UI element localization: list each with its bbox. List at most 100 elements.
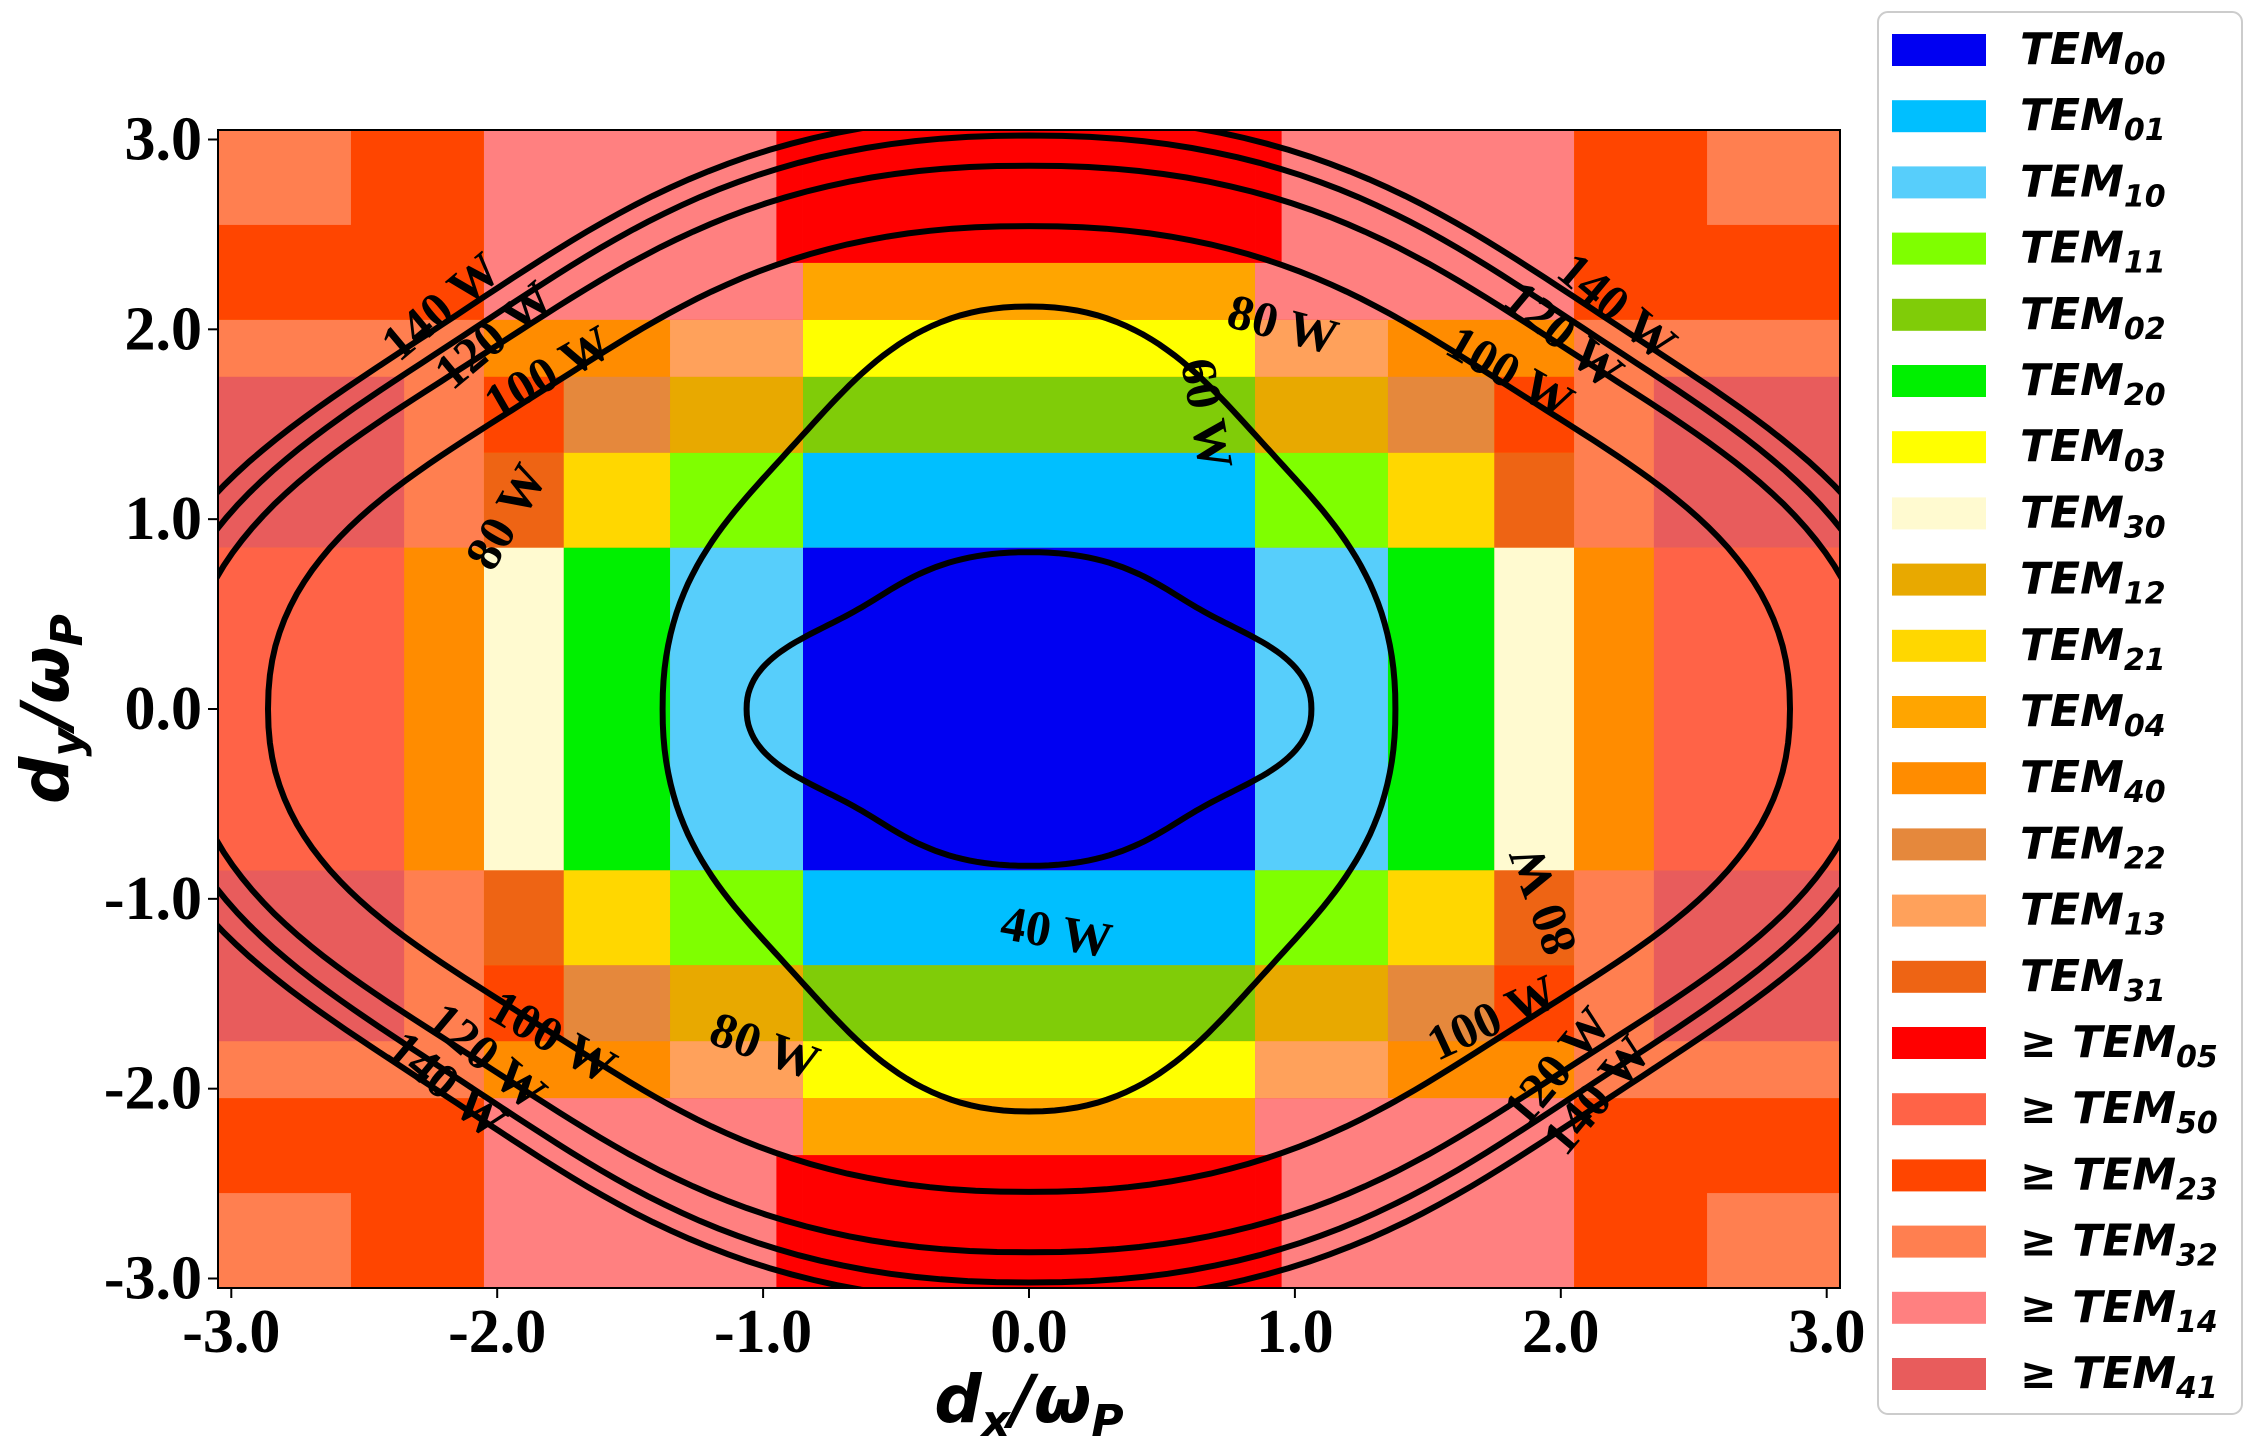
legend-label-50: ≥ TEM50 bbox=[2020, 1083, 2218, 1141]
x-tick-label: 1.0 bbox=[1256, 1298, 1334, 1366]
legend-swatch-10 bbox=[1892, 166, 1986, 199]
legend-label-22: TEM22 bbox=[2020, 818, 2166, 876]
region-03 bbox=[802, 319, 1256, 377]
legend-swatch-30 bbox=[1892, 497, 1986, 530]
region-31 bbox=[483, 452, 564, 548]
legend-label-10: TEM10 bbox=[2020, 156, 2166, 214]
region-22 bbox=[563, 376, 671, 453]
contour-40 bbox=[743, 549, 1315, 869]
x-tick-label: -3.0 bbox=[182, 1298, 280, 1366]
region-04 bbox=[802, 1098, 1256, 1156]
legend-label-21: TEM21 bbox=[2020, 620, 2166, 678]
region-31 bbox=[1494, 452, 1575, 548]
x-tick-label: -2.0 bbox=[448, 1298, 546, 1366]
region-40 bbox=[1574, 547, 1654, 871]
legend-swatch-23 bbox=[1892, 1159, 1986, 1192]
legend-label-20: TEM20 bbox=[2020, 355, 2166, 413]
legend-swatch-31 bbox=[1892, 960, 1986, 993]
legend-label-00: TEM00 bbox=[2020, 24, 2166, 82]
legend-swatch-00 bbox=[1892, 34, 1986, 66]
region-13 bbox=[670, 1041, 803, 1099]
contour-140 bbox=[218, 130, 1840, 1288]
contour-80 bbox=[264, 223, 1794, 1195]
region-23 bbox=[1494, 376, 1575, 453]
legend-label-31: TEM31 bbox=[2020, 951, 2166, 1009]
region-12 bbox=[670, 965, 803, 1042]
region-31 bbox=[1494, 870, 1575, 966]
region-11 bbox=[1255, 452, 1388, 548]
region-21 bbox=[563, 452, 671, 548]
legend-label-23: ≥ TEM23 bbox=[2020, 1149, 2218, 1207]
region-11 bbox=[670, 870, 803, 966]
region-12 bbox=[1255, 376, 1388, 453]
region-11 bbox=[670, 452, 803, 548]
region-50 bbox=[1653, 547, 1840, 871]
region-23 bbox=[483, 376, 564, 453]
y-tick-label: 2.0 bbox=[125, 295, 203, 363]
legend-label-14: ≥ TEM14 bbox=[2020, 1282, 2218, 1340]
x-tick-label: 2.0 bbox=[1522, 1298, 1600, 1366]
region-00 bbox=[802, 547, 1256, 871]
legend-swatch-12 bbox=[1892, 563, 1986, 596]
x-axis-ticks: -3.0 -2.0 -1.0 0.0 1.0 2.0 3.0 bbox=[182, 1288, 1865, 1366]
legend-label-11: TEM11 bbox=[2020, 223, 2166, 281]
legend-label-03: TEM03 bbox=[2020, 421, 2166, 479]
region-02 bbox=[802, 965, 1256, 1042]
contour-60 bbox=[659, 303, 1399, 1115]
region-22 bbox=[563, 965, 671, 1042]
region-23 bbox=[1494, 965, 1575, 1042]
y-tick-label: -3.0 bbox=[104, 1245, 202, 1313]
region-12 bbox=[670, 376, 803, 453]
legend-swatch-40 bbox=[1892, 762, 1986, 795]
region-22 bbox=[1387, 965, 1495, 1042]
x-tick-label: -1.0 bbox=[714, 1298, 812, 1366]
region-20 bbox=[1387, 547, 1495, 871]
y-tick-label: -2.0 bbox=[104, 1055, 202, 1123]
legend-swatch-41 bbox=[1892, 1358, 1986, 1390]
y-tick-label: -1.0 bbox=[104, 865, 202, 933]
legend-swatch-11 bbox=[1892, 232, 1986, 265]
region-31 bbox=[483, 870, 564, 966]
region-32 bbox=[1707, 130, 1840, 225]
power-contours bbox=[218, 130, 1840, 1288]
region-20 bbox=[563, 547, 671, 871]
region-32 bbox=[218, 130, 351, 225]
region-32 bbox=[1707, 1193, 1840, 1288]
legend-swatch-02 bbox=[1892, 298, 1986, 331]
region-13 bbox=[1255, 319, 1388, 377]
contour-120 bbox=[218, 132, 1840, 1286]
legend-items: TEM00 TEM01 TEM10 TEM11 TEM02 TEM20 TEM03 TEM30… bbox=[1892, 24, 2218, 1406]
region-40 bbox=[404, 547, 484, 871]
region-13 bbox=[1255, 1041, 1388, 1099]
x-axis-label: dx/ωP bbox=[934, 1361, 1123, 1446]
region-12 bbox=[1255, 965, 1388, 1042]
legend-label-02: TEM02 bbox=[2020, 289, 2166, 347]
region-23 bbox=[483, 965, 564, 1042]
region-30 bbox=[483, 547, 564, 871]
legend-swatch-14 bbox=[1892, 1291, 1986, 1324]
legend-label-05: ≥ TEM05 bbox=[2020, 1017, 2218, 1075]
legend-swatch-13 bbox=[1892, 894, 1986, 927]
y-tick-label: 0.0 bbox=[125, 675, 203, 743]
region-21 bbox=[1387, 870, 1495, 966]
legend-swatch-04 bbox=[1892, 696, 1986, 728]
y-axis-ticks: 3.0 2.0 1.0 0.0 -1.0 -2.0 -3.0 bbox=[104, 105, 218, 1313]
x-tick-label: 3.0 bbox=[1788, 1298, 1866, 1366]
legend-label-32: ≥ TEM32 bbox=[2020, 1216, 2218, 1274]
region-04 bbox=[802, 262, 1256, 320]
legend-label-12: TEM12 bbox=[2020, 554, 2166, 612]
legend-swatch-32 bbox=[1892, 1225, 1986, 1258]
legend: TEM00 TEM01 TEM10 TEM11 TEM02 TEM20 TEM03 TEM30… bbox=[1877, 11, 2243, 1415]
y-tick-label: 3.0 bbox=[125, 105, 203, 173]
region-10 bbox=[670, 547, 803, 871]
legend-label-40: TEM40 bbox=[2020, 752, 2166, 810]
y-axis-label: dy/ωP bbox=[7, 614, 93, 804]
legend-label-01: TEM01 bbox=[2020, 90, 2166, 148]
y-tick-label: 1.0 bbox=[125, 485, 203, 553]
region-03 bbox=[802, 1041, 1256, 1099]
legend-label-04: TEM04 bbox=[2020, 686, 2166, 744]
region-50 bbox=[218, 547, 405, 871]
legend-label-41: ≥ TEM41 bbox=[2020, 1348, 2218, 1406]
